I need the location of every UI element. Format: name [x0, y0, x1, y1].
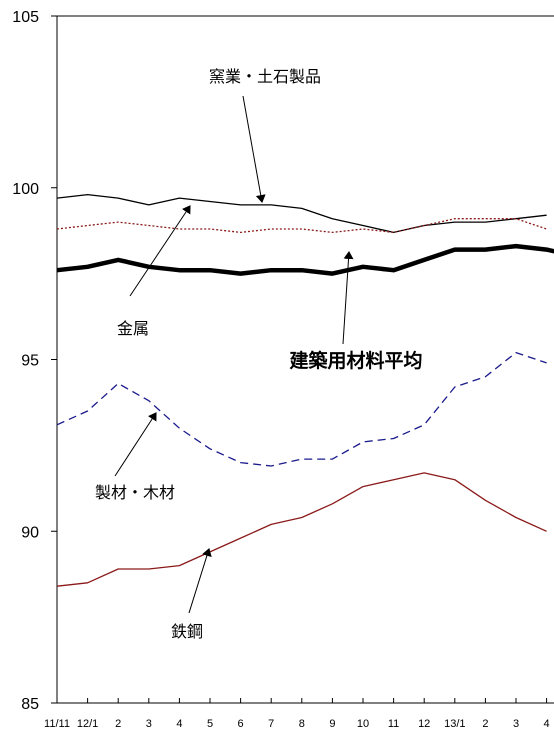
annotation-arrow: [188, 548, 212, 614]
annotation-arrow: [242, 95, 266, 203]
annotation-label-2: 建築用材料平均: [289, 349, 422, 372]
x-tick-label: 12: [418, 718, 430, 729]
y-tick-label: 85: [21, 696, 39, 713]
y-tick-label: 95: [21, 353, 39, 370]
y-tick-label: 100: [12, 181, 39, 198]
x-tick-label: 11/11: [44, 718, 70, 729]
x-tick-label: 7: [268, 718, 274, 729]
series-line-1: [56, 218, 547, 234]
x-tick-label: 11: [388, 718, 399, 729]
series-line-2: [56, 243, 554, 276]
x-tick-label: 3: [146, 718, 152, 729]
annotation-arrow: [129, 205, 191, 297]
x-tick-label: 12/1: [77, 718, 98, 729]
series-layer: [56, 193, 554, 587]
annotation-arrow: [342, 251, 354, 345]
series-line-4: [56, 472, 547, 587]
annotation-label-0: 窯業・土石製品: [209, 67, 321, 86]
y-tick-label: 90: [21, 524, 39, 541]
x-tick-label: 13/1: [444, 718, 465, 729]
annotation-label-1: 金属: [117, 319, 149, 338]
y-tick-label: 105: [12, 9, 39, 26]
x-tick-label: 6: [238, 718, 244, 729]
x-tick-label: 8: [299, 718, 305, 729]
series-line-3: [56, 351, 547, 467]
x-tick-label: 3: [513, 718, 519, 729]
x-tick-label: 2: [115, 718, 121, 729]
annotation-label-4: 鉄鋼: [171, 622, 203, 641]
x-tick-label: 5: [207, 718, 213, 729]
x-tick-label: 10: [357, 718, 369, 729]
series-line-0: [56, 193, 547, 234]
annotation-arrow: [114, 412, 157, 477]
annotation-label-3: 製材・木材: [95, 483, 175, 502]
x-tick-label: 4: [544, 718, 550, 729]
axes: 85 90 95 100 105 11/11 12/1 2 3 4 5 6 7 8 9 10 11 12 13/1 2…: [12, 9, 554, 729]
x-tick-label: 9: [329, 718, 335, 729]
x-tick-label: 2: [482, 718, 488, 729]
x-tick-label: 4: [176, 718, 182, 729]
